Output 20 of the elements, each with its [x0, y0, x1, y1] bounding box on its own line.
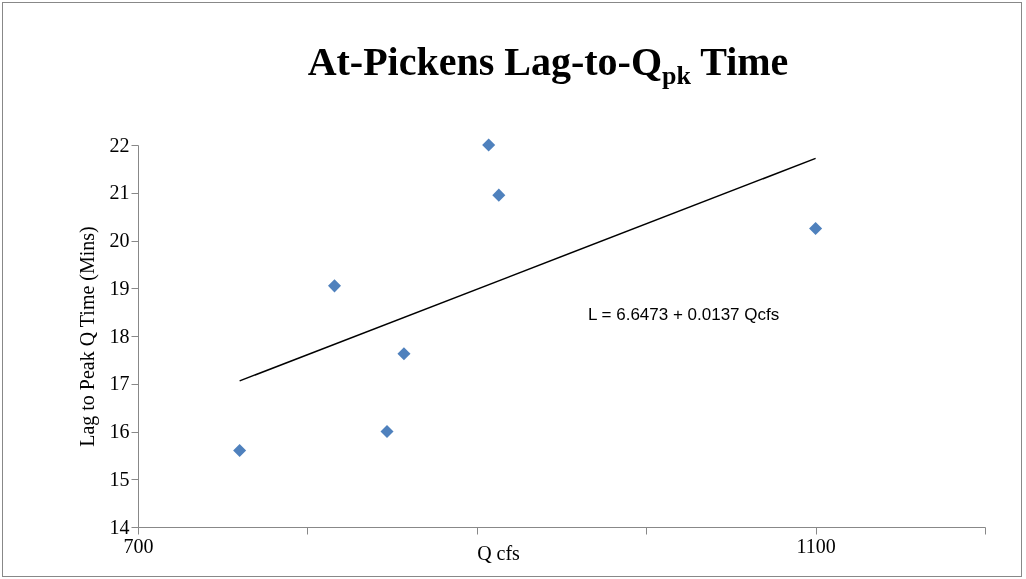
y-axis-title: Lag to Peak Q Time (Mins): [75, 226, 99, 447]
point: [492, 188, 506, 202]
point: [327, 279, 342, 293]
annotation: L = 6.6473 + 0.0137 Qcfs: [588, 305, 780, 324]
y-tick-label: 20: [109, 229, 130, 251]
y-tick-label: 18: [109, 324, 130, 347]
chart-title: At-Pickens Lag-to-Q$_{pk}$ Time: [306, 38, 790, 91]
y-tick-label: 15: [109, 467, 130, 490]
y-tick-label: 19: [109, 276, 130, 299]
x-axis-title: Q cfs: [477, 541, 521, 564]
point: [397, 347, 411, 361]
point: [380, 424, 394, 439]
x-tick-label: 1100: [796, 534, 836, 557]
point: [233, 444, 247, 458]
y-tick-label: 17: [109, 372, 130, 395]
point: [482, 138, 496, 152]
y-tick-label: 21: [109, 181, 130, 204]
point: [809, 222, 823, 236]
y-tick-label: 22: [109, 133, 130, 156]
y-tick-label: 16: [109, 420, 130, 442]
